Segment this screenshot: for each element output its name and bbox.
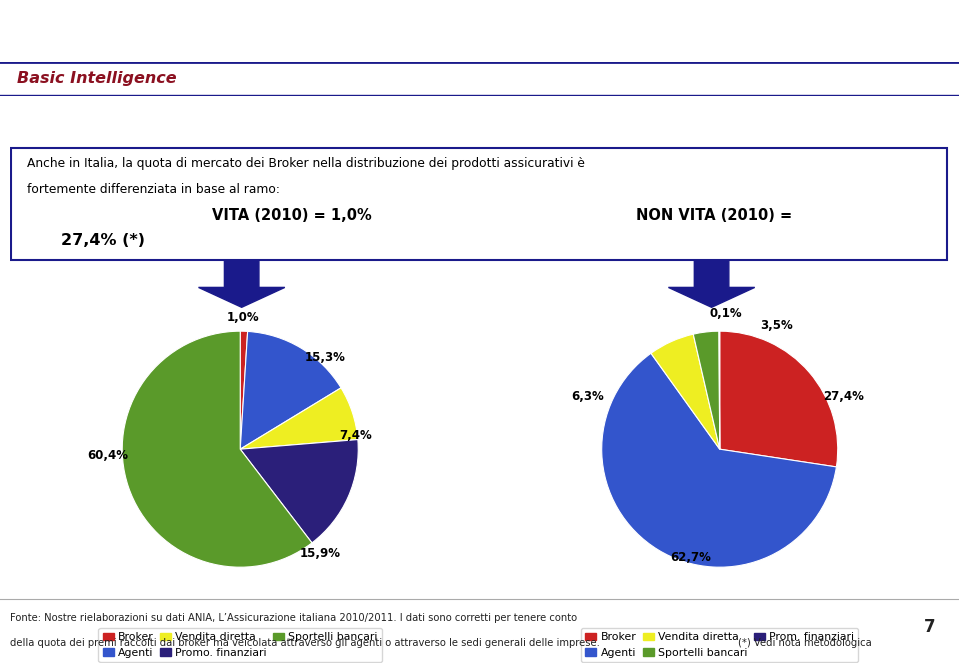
Text: 0,1%: 0,1% bbox=[710, 307, 742, 320]
Text: 7: 7 bbox=[924, 617, 935, 636]
Text: NON VITA (2010) =: NON VITA (2010) = bbox=[637, 208, 792, 223]
Wedge shape bbox=[693, 332, 719, 450]
Text: Fonte: Nostre rielaborazioni su dati ANIA, L’Assicurazione italiana 2010/2011. I: Fonte: Nostre rielaborazioni su dati ANI… bbox=[10, 613, 576, 623]
Polygon shape bbox=[668, 259, 755, 307]
Text: Progetto strategico: basic intelligence, visione e posizionamenti: Progetto strategico: basic intelligence,… bbox=[17, 22, 669, 40]
Text: 15,9%: 15,9% bbox=[300, 546, 341, 560]
Text: VITA (2010) = 1,0%: VITA (2010) = 1,0% bbox=[212, 208, 371, 223]
Text: 27,4%: 27,4% bbox=[823, 390, 864, 402]
Text: 15,3%: 15,3% bbox=[305, 351, 345, 363]
Wedge shape bbox=[651, 334, 719, 450]
FancyBboxPatch shape bbox=[12, 149, 947, 259]
Text: fortemente differenziata in base al ramo:: fortemente differenziata in base al ramo… bbox=[27, 183, 279, 196]
Text: 7,4%: 7,4% bbox=[339, 428, 372, 442]
Text: 4.  La focalizzazione dei Broker sul ramo NON VITA è strutturale: 4. La focalizzazione dei Broker sul ramo… bbox=[17, 111, 616, 129]
Wedge shape bbox=[240, 440, 359, 543]
Polygon shape bbox=[199, 259, 285, 307]
Text: Basic Intelligence: Basic Intelligence bbox=[17, 72, 176, 86]
Wedge shape bbox=[719, 331, 838, 467]
Wedge shape bbox=[240, 388, 358, 450]
Text: 27,4% (*): 27,4% (*) bbox=[61, 233, 145, 248]
Text: 6,3%: 6,3% bbox=[572, 390, 604, 402]
Text: 62,7%: 62,7% bbox=[669, 551, 711, 564]
Text: 60,4%: 60,4% bbox=[87, 449, 129, 461]
Text: 1,0%: 1,0% bbox=[226, 310, 259, 324]
Wedge shape bbox=[122, 331, 312, 567]
Wedge shape bbox=[240, 332, 341, 450]
Legend: Broker, Agenti, Vendita diretta, Sportelli bancari, Prom. finanziari: Broker, Agenti, Vendita diretta, Sportel… bbox=[581, 628, 858, 662]
Text: Anche in Italia, la quota di mercato dei Broker nella distribuzione dei prodotti: Anche in Italia, la quota di mercato dei… bbox=[27, 157, 584, 170]
Text: 3,5%: 3,5% bbox=[760, 319, 793, 332]
Legend: Broker, Agenti, Vendita diretta, Promo. finanziari, Sportelli bancari: Broker, Agenti, Vendita diretta, Promo. … bbox=[99, 628, 382, 662]
Text: della quota dei premi raccolti dai broker ma veicolata attraverso gli agenti o a: della quota dei premi raccolti dai broke… bbox=[10, 638, 599, 648]
Wedge shape bbox=[601, 353, 836, 567]
Wedge shape bbox=[240, 331, 247, 450]
Text: (*) Vedi nota metodologica: (*) Vedi nota metodologica bbox=[738, 638, 872, 648]
